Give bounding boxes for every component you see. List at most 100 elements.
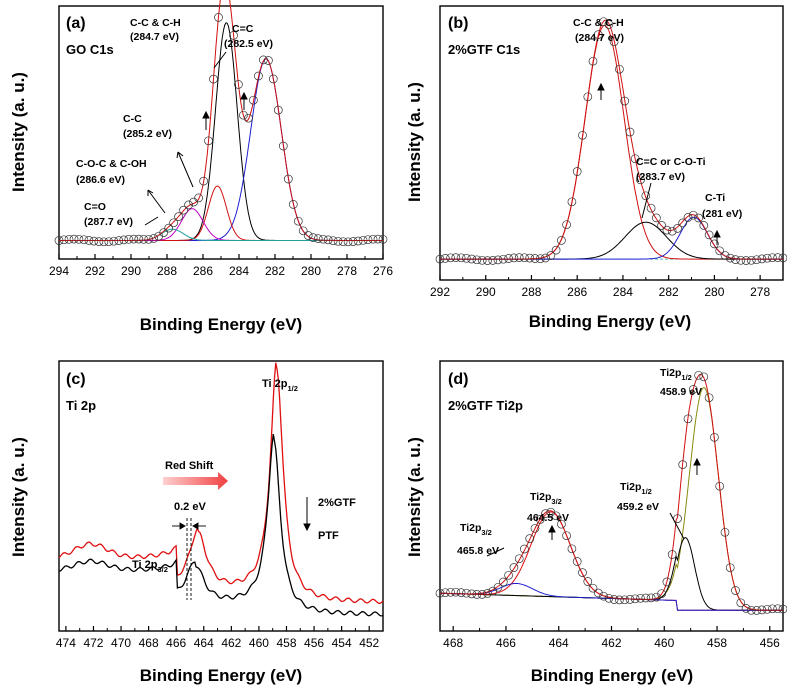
data-point	[174, 212, 183, 221]
x-tick-label: 288	[157, 264, 177, 278]
data-point	[641, 191, 651, 201]
data-point	[535, 515, 545, 524]
x-tick-label: 462	[601, 636, 621, 650]
component-peak-1	[59, 58, 383, 241]
data-point	[79, 235, 89, 245]
data-point	[673, 224, 682, 233]
data-point	[578, 130, 587, 140]
panel-c-ylabel: Intensity (a. u.)	[9, 437, 28, 557]
panel-d: 468 466 464 462 460 458 456 (d) 2%GTF Ti2p Int…	[405, 360, 787, 685]
data-point	[736, 255, 746, 265]
data-point	[114, 236, 124, 245]
data-point	[467, 254, 477, 264]
data-point	[472, 590, 482, 599]
x-tick-label: 466	[496, 636, 516, 650]
x-tick-label: 280	[704, 285, 724, 299]
shift-marker	[172, 518, 206, 600]
data-point	[609, 37, 619, 47]
component-peak-1	[440, 221, 783, 260]
data-point	[504, 254, 513, 263]
data-point	[94, 237, 104, 246]
annotation-d-ti32-b-value: 465.8 eV	[457, 545, 499, 557]
series-line-2-gtf	[58, 362, 384, 605]
data-point	[493, 255, 503, 265]
data-point	[588, 583, 598, 593]
x-tick-label: 292	[85, 264, 105, 278]
data-point	[662, 225, 672, 235]
x-tick-label: 458	[276, 636, 296, 650]
x-tick-label: 470	[111, 636, 131, 650]
annotation-a-c=o: C=O	[84, 201, 106, 213]
panel-d-ylabel: Intensity (a. u.)	[405, 437, 424, 557]
annotation-b-cc-ch: C-C & C-H	[573, 17, 624, 29]
data-point	[599, 17, 608, 27]
legend-c-ptf: PTF	[318, 530, 339, 542]
data-point	[456, 253, 466, 263]
data-point	[338, 237, 348, 247]
panel-b-label: (b)	[448, 15, 468, 32]
data-point	[323, 235, 333, 245]
data-point	[109, 236, 119, 246]
panel-a: 294 292 290 288 286 284 282 280 278 276 (a) GO C1…	[9, 0, 393, 334]
panel-c-xlabel: Binding Energy (eV)	[140, 666, 302, 685]
data-point	[688, 210, 698, 220]
data-point	[164, 223, 174, 233]
data-point	[778, 253, 787, 263]
annotation-c-ti32: Ti 2p3/2	[132, 559, 168, 574]
x-tick-label: 280	[301, 264, 321, 278]
data-point	[363, 235, 373, 245]
data-point	[625, 127, 635, 137]
panel-a-xlabel: Binding Energy (eV)	[140, 315, 302, 334]
data-point	[699, 372, 709, 382]
panel-a-title: GO C1s	[66, 42, 114, 57]
data-point	[657, 589, 666, 599]
data-point	[333, 236, 343, 246]
panel-a-ticks: 294 292 290 288 286 284 282 280 278 276	[49, 254, 393, 278]
data-point	[710, 432, 719, 442]
data-point	[472, 255, 482, 265]
annotation-c-ti12: Ti 2p1/2	[262, 378, 298, 393]
panel-c-title: Ti 2p	[66, 398, 96, 413]
data-point	[99, 237, 109, 247]
data-point	[59, 235, 69, 245]
data-point	[358, 235, 368, 245]
component-peak-2	[440, 216, 783, 260]
data-point	[504, 570, 513, 580]
panel-d-xlabel: Binding Energy (eV)	[531, 666, 693, 685]
data-point	[583, 577, 593, 586]
panel-a-label: (a)	[66, 15, 86, 32]
data-point	[514, 554, 524, 564]
data-point	[704, 393, 714, 403]
annotation-d-ti12-a: Ti2p1/2	[660, 367, 692, 382]
data-point	[520, 544, 529, 554]
data-point	[89, 236, 99, 246]
x-tick-label: 286	[567, 285, 587, 299]
annotation-a-coc-value: (286.6 eV)	[76, 174, 125, 186]
data-point	[620, 96, 630, 106]
data-point	[313, 234, 323, 243]
data-point	[525, 534, 535, 543]
data-point	[239, 110, 248, 120]
data-point	[268, 74, 278, 84]
annotation-a-c=c-value: (282.5 eV)	[224, 38, 273, 50]
data-point	[378, 234, 388, 244]
x-tick-label: 458	[707, 636, 727, 650]
data-point	[741, 256, 751, 265]
x-tick-label: 282	[265, 264, 285, 278]
x-tick-label: 282	[659, 285, 679, 299]
data-point	[551, 511, 561, 521]
panel-d-label: (d)	[448, 371, 468, 388]
data-point	[773, 253, 783, 262]
x-tick-label: 460	[654, 636, 674, 650]
envelope-line	[59, 0, 383, 241]
component-peak-0	[440, 24, 783, 260]
data-point	[498, 577, 508, 587]
envelope-line	[439, 374, 783, 611]
data-point	[667, 550, 677, 559]
data-point	[604, 20, 614, 29]
data-point	[593, 30, 603, 39]
annotation-a-coc: C-O-C & C-OH	[76, 158, 147, 170]
x-tick-label: 468	[443, 636, 463, 650]
panel-d-title: 2%GTF Ti2p	[448, 398, 523, 413]
x-tick-label: 474	[56, 636, 76, 650]
